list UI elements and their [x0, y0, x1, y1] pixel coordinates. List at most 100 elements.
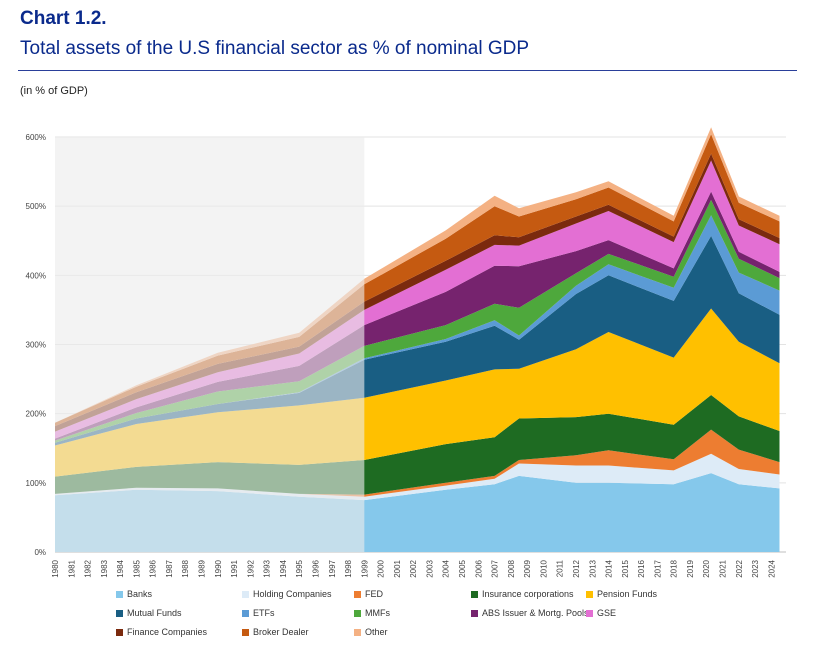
x-tick-label: 1987: [165, 559, 174, 577]
title-divider: [18, 70, 797, 71]
legend-item: Mutual Funds: [116, 608, 182, 618]
x-tick-label: 2020: [702, 559, 711, 577]
x-tick-label: 2002: [409, 559, 418, 577]
x-tick-label: 2010: [539, 559, 548, 577]
x-tick-label: 2019: [686, 559, 695, 577]
legend-label: GSE: [597, 608, 617, 618]
legend-swatch: [116, 628, 123, 636]
legend-item: ETFs: [242, 608, 275, 618]
y-tick-label: 500%: [26, 202, 46, 211]
legend-label: Insurance corporations: [482, 589, 574, 599]
x-tick-label: 1997: [328, 559, 337, 577]
x-tick-label: 2001: [393, 559, 402, 577]
legend-swatch: [242, 628, 249, 636]
x-tick-label: 1995: [295, 559, 304, 577]
legend-swatch: [354, 628, 361, 636]
unit-label: (in % of GDP): [20, 85, 88, 97]
x-tick-label: 2005: [458, 559, 467, 577]
legend-item: ABS Issuer & Mortg. Pools: [471, 608, 589, 618]
series-area-fed: [55, 429, 780, 497]
x-tick-label: 2011: [556, 559, 565, 577]
legend-swatch: [116, 609, 123, 617]
x-tick-label: 1988: [181, 559, 190, 577]
x-tick-label: 1986: [149, 559, 158, 577]
legend-item: Finance Companies: [116, 627, 207, 637]
x-tick-label: 2004: [442, 559, 451, 577]
x-tick-label: 2014: [605, 559, 614, 577]
legend-item: MMFs: [354, 608, 390, 618]
x-tick-label: 2024: [767, 559, 776, 577]
y-tick-label: 300%: [26, 341, 46, 350]
legend-swatch: [242, 609, 249, 617]
legend-item: FED: [354, 589, 383, 599]
legend-swatch: [242, 590, 249, 598]
chart-title: Total assets of the U.S financial sector…: [20, 38, 530, 59]
x-tick-label: 1999: [360, 559, 369, 577]
legend-label: Broker Dealer: [253, 627, 309, 637]
legend-label: Banks: [127, 589, 153, 599]
series-area-holding-companies: [55, 453, 780, 501]
x-tick-label: 1998: [344, 559, 353, 577]
x-tick-label: 2007: [491, 559, 500, 577]
x-tick-label: 1980: [51, 559, 60, 577]
x-tick-label: 2008: [507, 559, 516, 577]
legend-item: Other: [354, 627, 388, 637]
x-tick-label: 2017: [653, 559, 662, 577]
legend-swatch: [471, 609, 478, 617]
legend-item: Pension Funds: [586, 589, 657, 599]
x-tick-label: 1989: [198, 559, 207, 577]
chart-number: Chart 1.2.: [20, 8, 107, 29]
legend-swatch: [586, 590, 593, 598]
legend-swatch: [586, 609, 593, 617]
x-tick-label: 1982: [84, 559, 93, 577]
x-tick-label: 2012: [572, 559, 581, 577]
series-area-etfs: [55, 215, 780, 443]
legend-label: MMFs: [365, 608, 390, 618]
legend-swatch: [471, 590, 478, 598]
y-tick-label: 600%: [26, 133, 46, 142]
legend-item: GSE: [586, 608, 616, 618]
x-tick-label: 1981: [67, 559, 76, 577]
y-tick-label: 200%: [26, 410, 46, 419]
x-tick-label: 1992: [246, 559, 255, 577]
y-tick-label: 400%: [26, 271, 46, 280]
x-tick-label: 2009: [523, 559, 532, 577]
x-tick-label: 2015: [621, 559, 630, 577]
x-tick-label: 2003: [426, 559, 435, 577]
y-tick-label: 0%: [34, 548, 46, 557]
x-tick-label: 1985: [132, 559, 141, 577]
y-tick-label: 100%: [26, 479, 46, 488]
x-tick-label: 2000: [377, 559, 386, 577]
x-tick-label: 2022: [735, 559, 744, 577]
x-tick-label: 2018: [670, 559, 679, 577]
legend-swatch: [354, 609, 361, 617]
legend-swatch: [116, 590, 123, 598]
x-tick-label: 1993: [263, 559, 272, 577]
x-tick-label: 2021: [719, 559, 728, 577]
series-area-mmfs: [55, 199, 780, 443]
legend-label: ETFs: [253, 608, 275, 618]
x-tick-label: 1983: [100, 559, 109, 577]
x-tick-label: 2016: [637, 559, 646, 577]
legend-label: Other: [365, 627, 388, 637]
legend-item: Insurance corporations: [471, 589, 574, 599]
x-tick-label: 2006: [474, 559, 483, 577]
x-tick-label: 1984: [116, 559, 125, 577]
legend-label: Finance Companies: [127, 627, 208, 637]
series-area-mutual-funds: [55, 235, 780, 446]
legend-item: Broker Dealer: [242, 627, 309, 637]
x-tick-label: 1991: [230, 559, 239, 577]
x-tick-label: 2023: [751, 559, 760, 577]
shaded-period: [55, 137, 365, 552]
x-tick-label: 1996: [312, 559, 321, 577]
legend-label: Mutual Funds: [127, 608, 182, 618]
legend-label: ABS Issuer & Mortg. Pools: [482, 608, 589, 618]
legend-swatch: [354, 590, 361, 598]
x-tick-label: 1990: [214, 559, 223, 577]
legend-label: Pension Funds: [597, 589, 658, 599]
legend-label: Holding Companies: [253, 589, 332, 599]
legend-label: FED: [365, 589, 383, 599]
legend-item: Holding Companies: [242, 589, 332, 599]
legend-item: Banks: [116, 589, 152, 599]
